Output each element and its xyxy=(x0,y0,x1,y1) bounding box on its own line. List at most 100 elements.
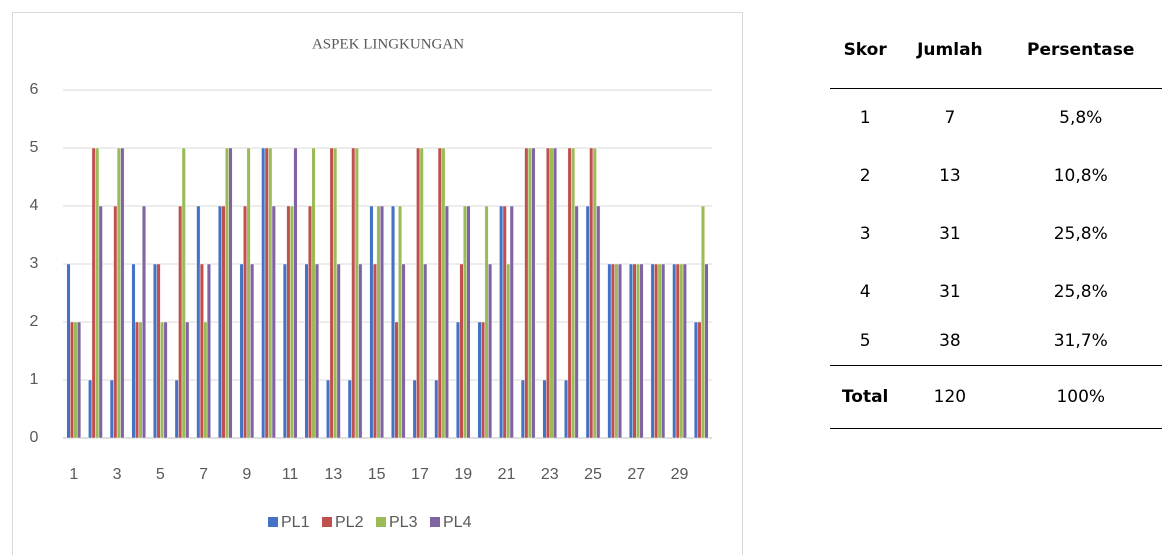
bar xyxy=(661,263,666,439)
bar xyxy=(423,263,428,439)
bar xyxy=(221,205,226,439)
bar xyxy=(401,263,406,439)
bar xyxy=(546,147,550,439)
bar xyxy=(553,147,557,439)
bar xyxy=(261,147,266,439)
cell: 120 xyxy=(900,365,1000,429)
y-tick-label: 2 xyxy=(30,313,39,330)
bar xyxy=(675,263,680,439)
bar xyxy=(156,263,161,439)
bar xyxy=(571,147,576,439)
bar xyxy=(250,263,255,439)
bar xyxy=(243,205,248,439)
y-tick-label: 1 xyxy=(30,371,39,388)
bar xyxy=(455,321,460,439)
header-cell: Jumlah xyxy=(900,12,1000,89)
legend-label: PL4 xyxy=(443,514,472,531)
bar xyxy=(329,147,334,439)
bar xyxy=(178,205,183,439)
bar xyxy=(459,263,464,439)
bar xyxy=(617,263,622,439)
legend-swatch xyxy=(268,517,278,527)
cell: 4 xyxy=(859,282,871,302)
cell: 31,7% xyxy=(1053,331,1108,351)
chart-title: ASPEK LINGKUNGAN xyxy=(312,36,464,52)
bar xyxy=(311,147,316,439)
bar xyxy=(477,321,482,439)
bar xyxy=(218,205,222,439)
y-tick-label: 3 xyxy=(30,255,39,272)
bar xyxy=(181,147,186,439)
x-tick-label: 25 xyxy=(584,466,602,483)
row: 2 13 10,8% xyxy=(830,147,1162,205)
bar xyxy=(654,263,659,439)
bar xyxy=(697,321,702,439)
bar xyxy=(394,321,399,439)
bar xyxy=(434,379,439,439)
bar xyxy=(131,263,136,439)
bar xyxy=(484,205,489,439)
legend-label: PL2 xyxy=(335,514,364,531)
bar xyxy=(88,379,93,439)
bar xyxy=(391,205,396,439)
bar xyxy=(632,263,637,439)
bar xyxy=(264,147,269,439)
bar xyxy=(610,263,615,439)
cell: Total xyxy=(830,365,901,429)
bar xyxy=(70,321,75,439)
bar xyxy=(693,321,698,439)
bar xyxy=(91,147,96,439)
bar xyxy=(607,263,612,439)
bar xyxy=(293,147,298,439)
bar xyxy=(416,147,421,439)
bar xyxy=(650,263,655,439)
cell: 13 xyxy=(939,166,961,186)
bar xyxy=(160,321,165,439)
bar xyxy=(509,205,514,439)
bar xyxy=(614,263,619,439)
cell: 1 xyxy=(859,108,871,128)
x-tick-label: 9 xyxy=(242,466,251,483)
bar xyxy=(163,321,168,439)
bar xyxy=(542,379,547,439)
bar xyxy=(347,379,352,439)
bar xyxy=(315,263,320,439)
bar xyxy=(531,147,536,439)
bar xyxy=(444,205,449,439)
bar xyxy=(502,205,507,439)
bar xyxy=(466,205,471,439)
bar xyxy=(639,263,644,439)
cell: 10,8% xyxy=(1053,166,1108,186)
header-cell: Skor xyxy=(830,12,901,89)
bar xyxy=(704,263,709,439)
bar xyxy=(700,205,705,439)
bar xyxy=(203,321,208,439)
cell: 5 xyxy=(859,331,871,351)
row: 4 31 25,8% xyxy=(830,263,1162,321)
bar xyxy=(66,263,71,439)
bar xyxy=(636,263,640,439)
legend-label: PL1 xyxy=(281,514,310,531)
cell: 31 xyxy=(939,224,961,244)
summary-table: Skor Jumlah Persentase 1 7 5,8% 2 13 10,8% 3 31… xyxy=(830,12,1162,429)
bar xyxy=(142,205,146,439)
bar xyxy=(520,379,525,439)
y-tick-label: 6 xyxy=(30,81,39,98)
bar xyxy=(629,263,633,439)
bar xyxy=(174,379,179,439)
legend-swatch xyxy=(376,517,386,527)
x-tick-label: 3 xyxy=(113,466,122,483)
bar xyxy=(289,205,294,439)
bar xyxy=(73,321,78,439)
bar xyxy=(77,321,82,439)
cell: 31 xyxy=(939,282,961,302)
cell: 100% xyxy=(999,365,1162,429)
x-tick-label: 5 xyxy=(156,466,165,483)
cell: 2 xyxy=(859,166,871,186)
x-tick-label: 7 xyxy=(199,466,208,483)
bar xyxy=(592,147,597,439)
bar xyxy=(679,263,684,439)
cell: 7 xyxy=(944,108,956,128)
bar xyxy=(120,147,125,439)
bar xyxy=(138,321,143,439)
